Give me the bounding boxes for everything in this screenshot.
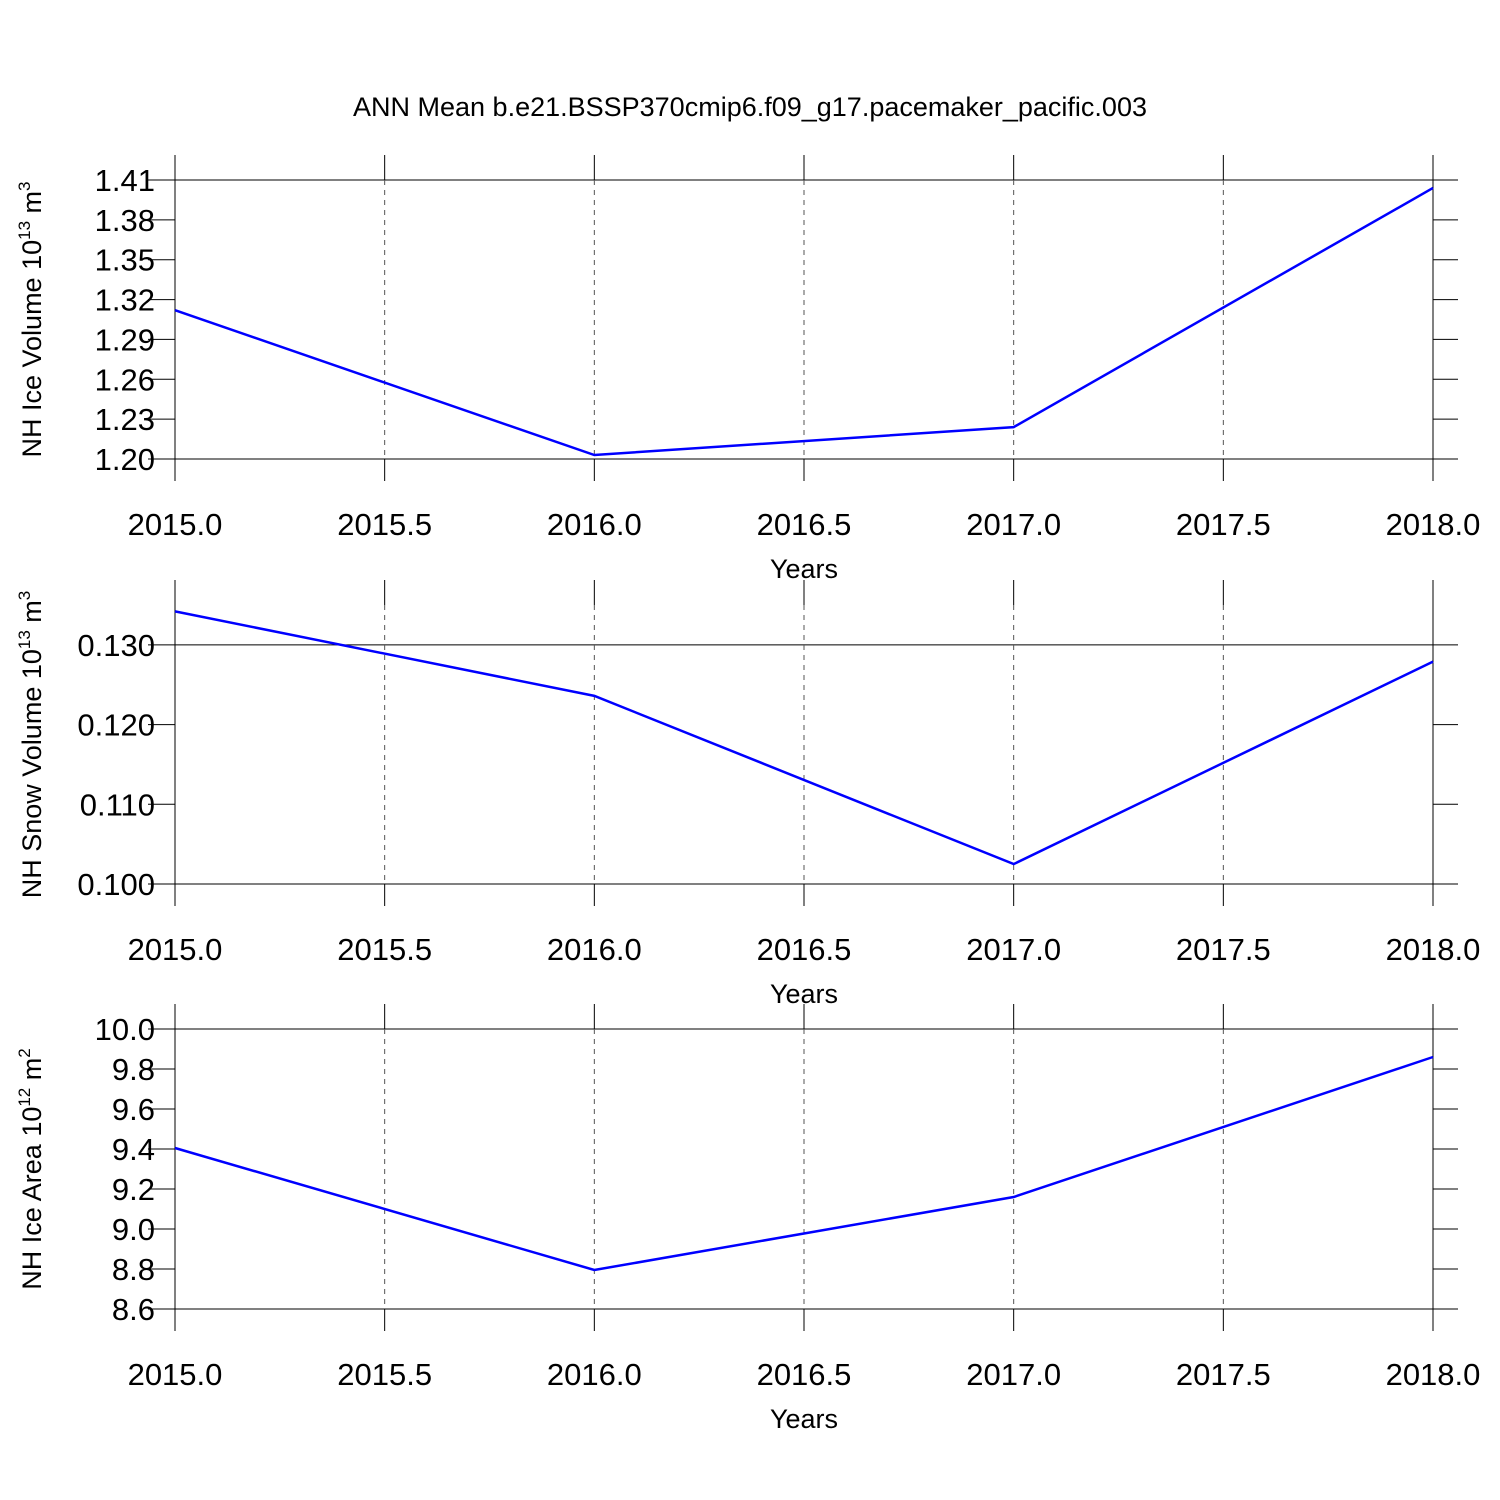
x-tick-label: 2017.0 bbox=[966, 932, 1061, 967]
x-tick-label: 2015.0 bbox=[128, 507, 223, 542]
figure-title: ANN Mean b.e21.BSSP370cmip6.f09_g17.pace… bbox=[353, 92, 1147, 122]
x-tick-label: 2017.0 bbox=[966, 1357, 1061, 1392]
y-axis-label-text: m bbox=[17, 600, 47, 630]
x-tick-label: 2016.5 bbox=[757, 932, 852, 967]
y-tick-label: 9.0 bbox=[112, 1212, 155, 1247]
y-tick-label: 9.8 bbox=[112, 1052, 155, 1087]
x-tick-label: 2015.0 bbox=[128, 1357, 223, 1392]
x-tick-label: 2015.5 bbox=[337, 507, 432, 542]
x-tick-label: 2016.0 bbox=[547, 932, 642, 967]
y-axis-label: NH Ice Volume 1013 m3 bbox=[15, 182, 47, 458]
y-axis-label-text: m bbox=[17, 1058, 47, 1088]
y-axis-label-text: NH Snow Volume 10 bbox=[17, 649, 47, 898]
y-tick-label: 1.35 bbox=[95, 243, 155, 278]
y-axis-label-exponent: 3 bbox=[15, 182, 34, 191]
x-tick-label: 2017.5 bbox=[1176, 507, 1271, 542]
y-tick-label: 8.8 bbox=[112, 1252, 155, 1287]
x-tick-label: 2017.5 bbox=[1176, 932, 1271, 967]
x-tick-label: 2015.5 bbox=[337, 1357, 432, 1392]
y-tick-label: 1.20 bbox=[95, 442, 155, 477]
y-axis-label: NH Ice Area 1012 m2 bbox=[15, 1048, 47, 1289]
y-axis-label-exponent: 2 bbox=[15, 1048, 34, 1057]
y-axis-label: NH Snow Volume 1013 m3 bbox=[15, 591, 47, 899]
x-tick-label: 2016.5 bbox=[757, 1357, 852, 1392]
x-tick-label: 2018.0 bbox=[1386, 1357, 1481, 1392]
y-tick-label: 10.0 bbox=[95, 1012, 155, 1047]
x-tick-label: 2018.0 bbox=[1386, 932, 1481, 967]
x-tick-label: 2016.0 bbox=[547, 507, 642, 542]
x-tick-label: 2018.0 bbox=[1386, 507, 1481, 542]
y-tick-label: 8.6 bbox=[112, 1292, 155, 1327]
y-tick-label: 1.29 bbox=[95, 322, 155, 357]
y-tick-label: 0.120 bbox=[77, 708, 155, 743]
y-tick-label: 0.100 bbox=[77, 867, 155, 902]
y-tick-label: 0.110 bbox=[80, 787, 155, 822]
x-tick-label: 2016.5 bbox=[757, 507, 852, 542]
y-axis-label-text: NH Ice Volume 10 bbox=[17, 240, 47, 458]
y-axis-label-exponent: 12 bbox=[15, 1088, 34, 1107]
x-tick-label: 2016.0 bbox=[547, 1357, 642, 1392]
y-tick-label: 1.41 bbox=[95, 163, 155, 198]
y-axis-label-text: NH Ice Area 10 bbox=[17, 1107, 47, 1290]
y-tick-label: 1.23 bbox=[95, 402, 155, 437]
y-axis-label-text: m bbox=[17, 191, 47, 221]
x-axis-label: Years bbox=[770, 1404, 838, 1434]
y-tick-label: 9.6 bbox=[112, 1092, 155, 1127]
x-axis-label: Years bbox=[770, 554, 838, 584]
x-tick-label: 2017.5 bbox=[1176, 1357, 1271, 1392]
data-line bbox=[174, 610, 1434, 866]
y-tick-label: 9.2 bbox=[112, 1172, 155, 1207]
x-tick-label: 2017.0 bbox=[966, 507, 1061, 542]
y-tick-label: 1.38 bbox=[95, 203, 155, 238]
y-axis-label-exponent: 3 bbox=[15, 591, 34, 600]
y-axis-label-exponent: 13 bbox=[15, 630, 34, 649]
y-tick-label: 0.130 bbox=[77, 628, 155, 663]
data-line bbox=[174, 186, 1434, 457]
x-tick-label: 2015.0 bbox=[128, 932, 223, 967]
data-line bbox=[174, 1055, 1434, 1272]
y-tick-label: 1.32 bbox=[95, 283, 155, 318]
y-tick-label: 1.26 bbox=[95, 362, 155, 397]
y-axis-label-exponent: 13 bbox=[15, 221, 34, 240]
y-tick-label: 9.4 bbox=[112, 1132, 155, 1167]
x-tick-label: 2015.5 bbox=[337, 932, 432, 967]
